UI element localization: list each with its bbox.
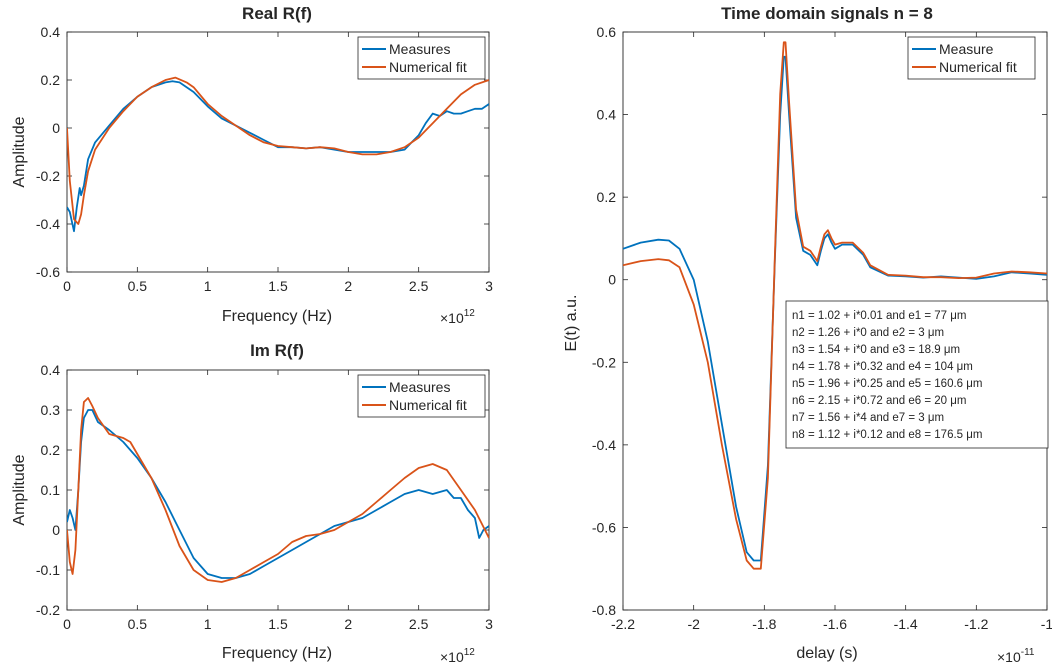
x-tick-label: -1.6: [823, 616, 847, 632]
legend: Measure Numerical fit: [907, 36, 1036, 80]
legend-label: Measures: [389, 41, 450, 57]
layer-parameters-frame: [785, 300, 1049, 449]
real-plot-x-exponent: ×1012: [440, 308, 475, 326]
x-tick-label: -1.8: [752, 616, 776, 632]
legend-label: Numerical fit: [389, 59, 467, 75]
real-part-plot: Real R(f) Frequency (Hz) Amplitude ×1012…: [11, 4, 493, 326]
y-tick-label: 0.4: [41, 362, 61, 378]
legend-label: Measures: [389, 379, 450, 395]
legend-label: Measure: [939, 41, 994, 57]
fit-series-line: [623, 41, 1047, 570]
time-domain-plot: Time domain signals n = 8 delay (s) E(t)…: [563, 4, 1052, 665]
x-tick-label: 2.5: [409, 278, 429, 294]
x-tick-label: -2: [687, 616, 700, 632]
imag-plot-xlabel: Frequency (Hz): [222, 645, 332, 662]
imaginary-part-plot: Im R(f) Frequency (Hz) Amplitude ×1012 0…: [11, 341, 493, 665]
imag-plot-title: Im R(f): [250, 341, 304, 360]
legend: Measures Numerical fit: [357, 36, 486, 80]
measure-series-line: [67, 409, 489, 579]
y-tick-label: 0: [52, 522, 60, 538]
fit-series-line: [67, 76, 489, 225]
legend-frame: [357, 374, 486, 418]
y-tick-label: -0.6: [36, 264, 60, 280]
x-tick-label: 0.5: [128, 616, 148, 632]
y-tick-label: 0.2: [41, 72, 61, 88]
y-tick-label: -0.4: [592, 437, 616, 453]
y-tick-label: 0.4: [597, 107, 617, 123]
y-tick-label: 0: [608, 272, 616, 288]
x-tick-label: -2.2: [611, 616, 635, 632]
time-plot-ylabel: E(t) a.u.: [563, 295, 580, 352]
y-tick-label: 0: [52, 120, 60, 136]
legend-frame: [357, 36, 486, 80]
layer-param-line: n5 = 1.96 + i*0.25 and e5 = 160.6 μm: [792, 378, 982, 390]
x-tick-label: 1: [204, 616, 212, 632]
x-tick-label: 1: [204, 278, 212, 294]
y-tick-label: 0.2: [41, 442, 61, 458]
y-tick-label: -0.1: [36, 562, 60, 578]
x-tick-label: 0.5: [128, 278, 148, 294]
x-tick-label: 1.5: [268, 616, 288, 632]
y-tick-label: -0.8: [592, 602, 616, 618]
real-plot-title: Real R(f): [242, 4, 312, 23]
x-tick-label: -1.2: [964, 616, 988, 632]
layer-param-line: n7 = 1.56 + i*4 and e7 = 3 μm: [792, 412, 944, 424]
y-tick-label: -0.2: [36, 602, 60, 618]
imag-plot-ylabel: Amplitude: [11, 454, 28, 525]
legend: Measures Numerical fit: [357, 374, 486, 418]
y-tick-label: -0.2: [36, 168, 60, 184]
fit-series-line: [67, 397, 489, 583]
x-tick-label: 3: [485, 278, 493, 294]
time-plot-title: Time domain signals n = 8: [721, 4, 933, 23]
layer-param-line: n6 = 2.15 + i*0.72 and e6 = 20 μm: [792, 395, 966, 407]
x-tick-label: -1: [1041, 616, 1052, 632]
y-tick-label: 0.3: [41, 402, 61, 418]
x-tick-label: 0: [63, 616, 71, 632]
time-plot-x-exponent: ×10-11: [997, 647, 1035, 665]
layer-param-line: n3 = 1.54 + i*0 and e3 = 18.9 μm: [792, 344, 960, 356]
real-plot-ylabel: Amplitude: [11, 116, 28, 187]
legend-frame: [907, 36, 1036, 80]
layer-param-line: n4 = 1.78 + i*0.32 and e4 = 104 μm: [792, 361, 973, 373]
y-tick-label: 0.1: [41, 482, 61, 498]
x-tick-label: 1.5: [268, 278, 288, 294]
y-tick-label: -0.4: [36, 216, 60, 232]
y-tick-label: 0.2: [597, 189, 617, 205]
x-tick-label: 2.5: [409, 616, 429, 632]
legend-label: Numerical fit: [939, 59, 1017, 75]
x-tick-label: 3: [485, 616, 493, 632]
legend-label: Numerical fit: [389, 397, 467, 413]
y-tick-label: -0.2: [592, 354, 616, 370]
y-tick-label: 0.4: [41, 24, 61, 40]
layer-param-line: n1 = 1.02 + i*0.01 and e1 = 77 μm: [792, 310, 966, 322]
y-tick-label: -0.6: [592, 519, 616, 535]
real-plot-xlabel: Frequency (Hz): [222, 308, 332, 325]
imag-plot-x-exponent: ×1012: [440, 647, 475, 665]
layer-param-line: n8 = 1.12 + i*0.12 and e8 = 176.5 μm: [792, 429, 982, 441]
layer-param-line: n2 = 1.26 + i*0 and e2 = 3 μm: [792, 327, 944, 339]
y-tick-label: 0.6: [597, 24, 617, 40]
x-tick-label: 2: [344, 616, 352, 632]
time-plot-xlabel: delay (s): [796, 645, 857, 662]
x-tick-label: -1.4: [894, 616, 918, 632]
layer-parameters-box: n1 = 1.02 + i*0.01 and e1 = 77 μm n2 = 1…: [785, 300, 1049, 449]
x-tick-label: 2: [344, 278, 352, 294]
x-tick-label: 0: [63, 278, 71, 294]
